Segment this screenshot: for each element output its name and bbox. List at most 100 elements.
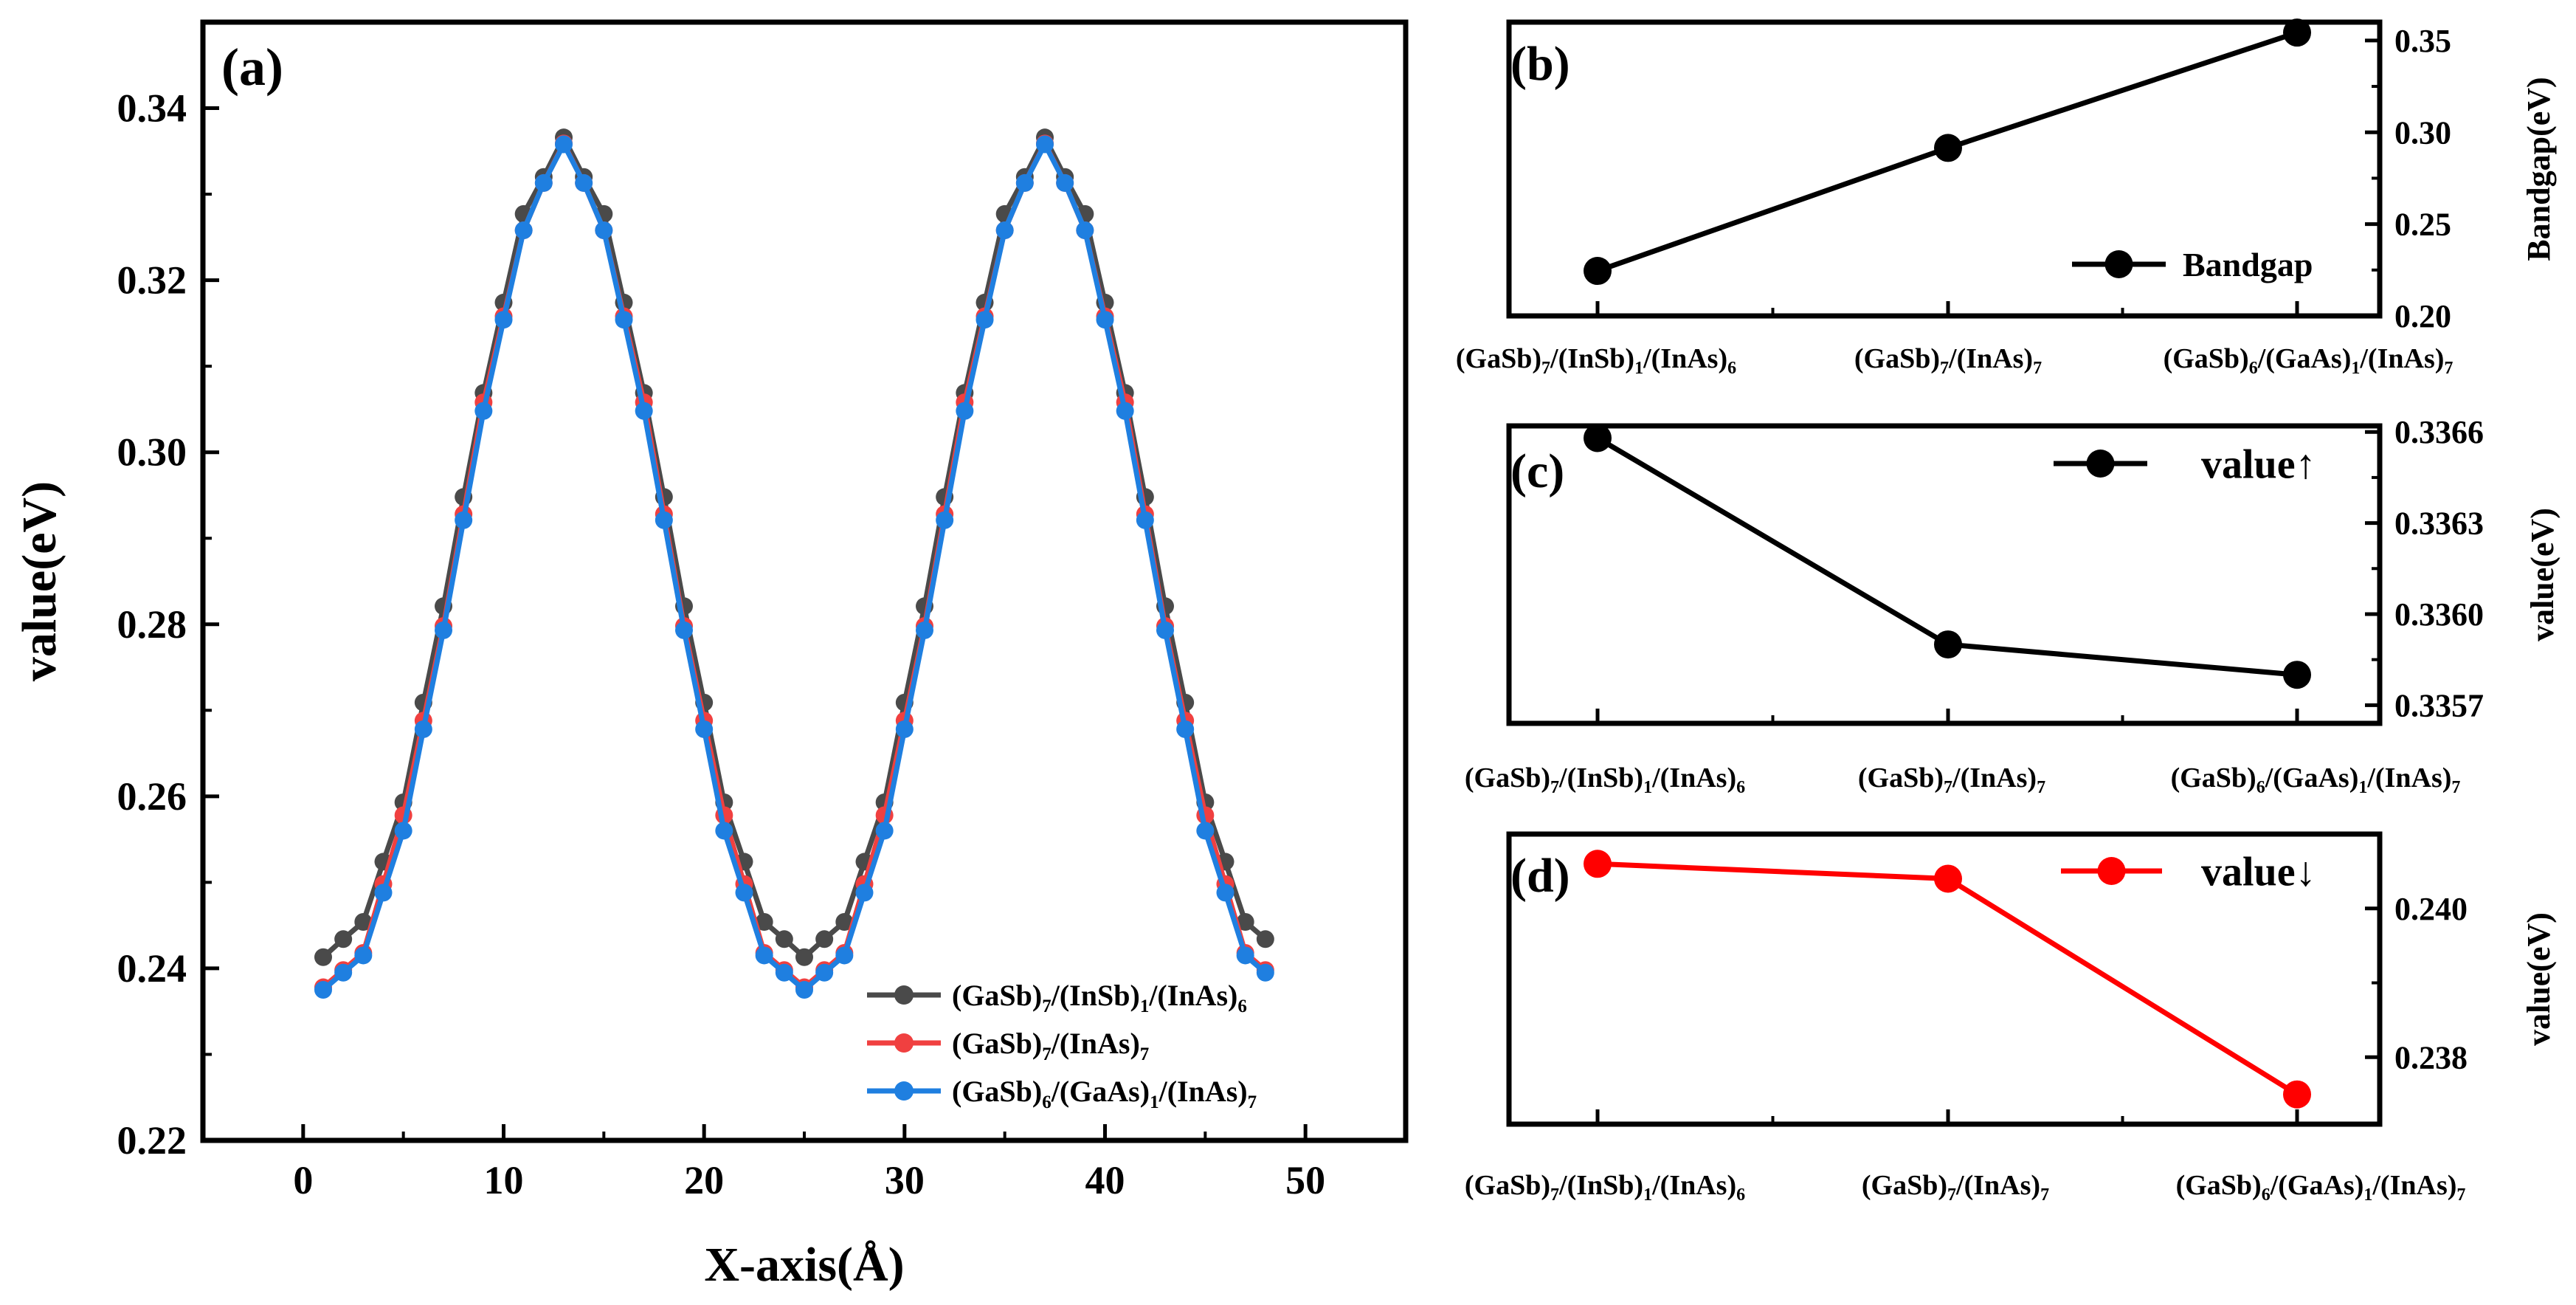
- data-point: [534, 173, 553, 192]
- y-tick-label: 0.20: [2394, 298, 2451, 334]
- panel-label-b: (b): [1510, 37, 1570, 91]
- data-point: [916, 621, 933, 639]
- data-point: [394, 822, 412, 840]
- legend-label-b: Bandgap: [2183, 246, 2313, 283]
- data-point: [615, 311, 633, 329]
- y-tick-label: 0.238: [2394, 1039, 2468, 1075]
- data-point: [976, 311, 994, 329]
- category-label: (GaSb)7/(InAs)7: [1862, 1170, 2049, 1205]
- data-point: [1934, 134, 1962, 162]
- data-point: [775, 930, 793, 948]
- data-point: [354, 946, 373, 965]
- data-point: [755, 912, 773, 931]
- data-point: [2283, 1080, 2311, 1109]
- data-point: [1584, 850, 1612, 878]
- y-tick-label: 0.3366: [2394, 414, 2484, 450]
- data-point: [514, 221, 533, 240]
- data-point: [1015, 173, 1034, 192]
- data-point: [675, 621, 693, 639]
- y-axis-title-d: value(eV): [2521, 912, 2557, 1046]
- x-tick-label: 20: [684, 1158, 724, 1202]
- category-label: (GaSb)7/(InSb)1/(InAs)6: [1456, 343, 1736, 378]
- data-point: [414, 720, 432, 738]
- data-point: [815, 930, 834, 948]
- plot-frame-a: [200, 19, 1409, 1143]
- data-point: [354, 912, 373, 931]
- y-tick-label: 0.25: [2394, 207, 2451, 243]
- category-label: (GaSb)6/(GaAs)1/(InAs)7: [2176, 1170, 2466, 1205]
- data-point: [655, 511, 673, 529]
- series-line-d: [1597, 861, 2299, 1097]
- data-point: [1256, 963, 1274, 982]
- category-label: (GaSb)6/(GaAs)1/(InAs)7: [2164, 343, 2454, 378]
- y-tick-label: 0.3363: [2394, 506, 2484, 542]
- data-point: [2283, 661, 2311, 689]
- x-tick-label: 0: [293, 1158, 313, 1202]
- category-label: (GaSb)7/(InAs)7: [1854, 343, 2042, 378]
- y-tick-label: 0.26: [117, 774, 187, 819]
- data-point: [474, 402, 493, 420]
- panel-c: 0.3357 0.3360 0.3363 0.3366 (GaSb)7/(InSb)1/…: [1465, 414, 2561, 797]
- y-axis-title: value(eV): [13, 481, 66, 681]
- series-line-2: [321, 140, 1268, 991]
- data-point: [635, 402, 653, 420]
- data-point: [1256, 930, 1274, 948]
- data-point: [374, 884, 393, 902]
- panel-b: 0.20 0.25 0.30 0.35 (GaSb)7/(InSb)1/(InAs)6 (…: [1456, 18, 2557, 378]
- legend-label-2: (GaSb)7/(InAs)7: [952, 1027, 1149, 1064]
- data-point: [1156, 621, 1174, 639]
- data-point: [815, 963, 834, 982]
- y-tick-label: 0.28: [117, 602, 187, 647]
- panel-label-a: (a): [221, 38, 283, 97]
- data-point: [1934, 630, 1962, 659]
- legend-marker-1: [894, 985, 914, 1005]
- data-point: [1036, 135, 1054, 154]
- y-axis-title-c: value(eV): [2524, 508, 2561, 641]
- data-point: [795, 981, 813, 999]
- legend-label-d: value↓: [2201, 850, 2316, 895]
- data-point: [334, 963, 353, 982]
- data-point: [1584, 257, 1612, 286]
- data-point: [1196, 822, 1215, 840]
- y-tick-label: 0.30: [2394, 114, 2451, 151]
- data-point: [795, 948, 813, 966]
- data-point: [875, 822, 894, 840]
- series-line-1: [321, 134, 1268, 960]
- data-point: [575, 173, 593, 192]
- y-tick-label: 0.240: [2394, 891, 2468, 927]
- legend-label-c: value↑: [2201, 442, 2316, 488]
- data-point: [775, 963, 793, 982]
- category-label: (GaSb)6/(GaAs)1/(InAs)7: [2171, 762, 2461, 797]
- y-tick-label: 0.3357: [2394, 687, 2484, 723]
- data-point: [995, 221, 1014, 240]
- plot-frame-c: [1506, 423, 2383, 726]
- panel-d: 0.238 0.240 (GaSb)7/(InSb)1/(InAs)6 (GaSb)7…: [1465, 831, 2557, 1205]
- panel-label-c: (c): [1510, 444, 1564, 498]
- data-point: [715, 822, 733, 840]
- category-label: (GaSb)7/(InSb)1/(InAs)6: [1465, 762, 1745, 797]
- x-tick-label: 40: [1085, 1158, 1125, 1202]
- series-line-3: [321, 141, 1268, 993]
- data-point: [1056, 173, 1074, 192]
- plot-frame-d: [1506, 831, 2383, 1127]
- y-tick-label: 0.32: [117, 258, 187, 303]
- x-tick-label: 10: [484, 1158, 524, 1202]
- data-point: [956, 402, 974, 420]
- data-point: [695, 720, 714, 738]
- panel-a: 0 10 20 30 40 50 0.22 0.24 0.26 0.28 0.30 0.32 0.34 X…: [13, 19, 1409, 1292]
- data-point: [755, 946, 773, 965]
- x-tick-label: 30: [885, 1158, 925, 1202]
- data-point: [895, 720, 914, 738]
- legend-marker-b: [2104, 250, 2133, 278]
- legend-marker-2: [894, 1033, 914, 1053]
- data-point: [1136, 511, 1154, 529]
- legend-marker-3: [894, 1081, 914, 1101]
- data-point: [735, 884, 753, 902]
- data-point: [555, 135, 573, 154]
- data-point: [435, 621, 452, 639]
- data-point: [455, 511, 473, 529]
- y-tick-label: 0.34: [117, 86, 187, 131]
- data-point: [1216, 884, 1235, 902]
- y-tick-label: 0.30: [117, 430, 187, 475]
